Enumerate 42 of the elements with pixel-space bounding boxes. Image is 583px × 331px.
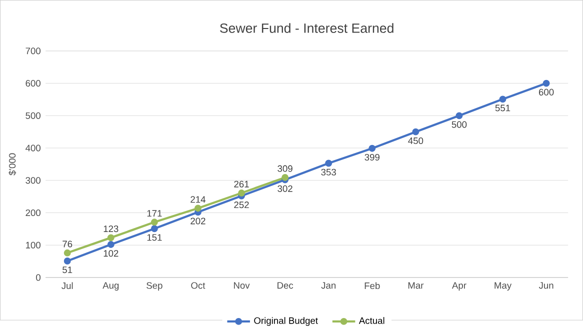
- x-tick-label: Jul: [62, 282, 73, 289]
- y-tick-label: 500: [26, 112, 41, 119]
- legend-label: Actual: [358, 317, 384, 324]
- data-label: 51: [62, 266, 72, 274]
- data-label: 302: [278, 185, 292, 192]
- data-label: 252: [234, 201, 249, 208]
- x-tick-label: Dec: [278, 282, 294, 289]
- data-label: 102: [104, 250, 118, 257]
- x-tick-label: Mar: [408, 282, 424, 289]
- y-axis-title: $'000: [8, 153, 16, 176]
- data-label: 202: [190, 218, 206, 224]
- x-tick-label: Nov: [234, 282, 250, 289]
- data-label: 76: [62, 240, 72, 248]
- y-tick-label: 600: [26, 80, 41, 87]
- data-label: 500: [452, 121, 467, 128]
- x-tick-label: Aug: [102, 282, 119, 290]
- x-tick-label: Jun: [538, 282, 554, 289]
- y-tick-label: 700: [26, 48, 41, 54]
- data-label: 399: [364, 154, 380, 160]
- x-tick-label: Feb: [364, 282, 380, 289]
- x-tick-label: Jan: [321, 282, 336, 289]
- y-tick-label: 100: [26, 242, 41, 248]
- legend-label: Original Budget: [254, 317, 318, 326]
- data-label: 600: [539, 88, 554, 96]
- data-label: 123: [104, 225, 118, 232]
- y-tick-label: 300: [26, 177, 41, 184]
- data-label: 214: [190, 196, 206, 203]
- data-label: 450: [408, 137, 424, 144]
- data-label: 551: [495, 104, 510, 112]
- y-tick-label: 0: [36, 274, 41, 281]
- data-label: 151: [147, 234, 162, 241]
- x-tick-label: Sep: [146, 282, 162, 291]
- chart-title: Sewer Fund - Interest Earned: [220, 23, 394, 33]
- x-tick-label: Oct: [191, 282, 206, 289]
- x-tick-label: Apr: [452, 282, 466, 290]
- y-tick-label: 400: [26, 144, 41, 152]
- data-label: 309: [278, 165, 292, 172]
- data-label: 353: [321, 168, 336, 176]
- data-label: 261: [234, 180, 249, 188]
- data-label: 171: [147, 210, 162, 216]
- y-tick-label: 200: [26, 209, 41, 216]
- x-tick-label: May: [494, 282, 512, 290]
